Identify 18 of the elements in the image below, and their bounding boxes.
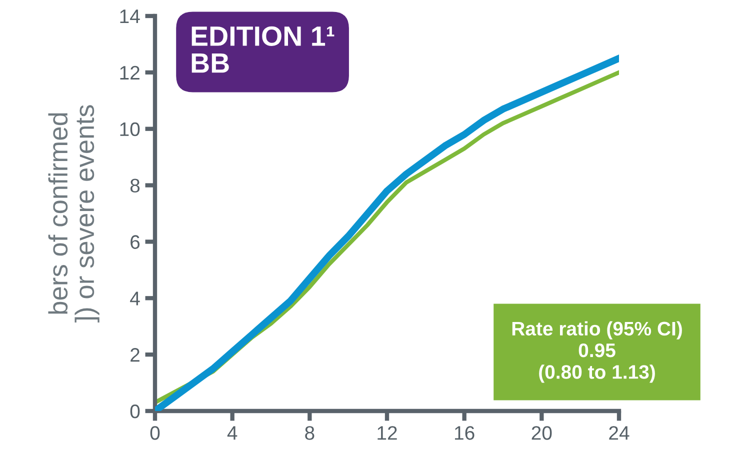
x-tick-label: 0 [150, 426, 160, 440]
x-tick-label: 16 [455, 426, 474, 440]
y-tick-label: 4 [130, 292, 140, 306]
y-tick-label: 10 [120, 122, 140, 136]
y-tick-label: 2 [130, 348, 140, 362]
x-tick-label: 20 [532, 426, 552, 440]
y-tick-label: 0 [130, 404, 140, 418]
y-axis-title: bers of confirmed ]) or severe events [48, 105, 100, 323]
annotation: Rate ratio (95% CI) 0.95 (0.80 to 1.13) [512, 321, 682, 383]
y-tick-label: 12 [120, 66, 140, 80]
x-tick-label: 12 [378, 426, 397, 440]
y-tick-label: 6 [130, 235, 140, 249]
x-tick-label: 8 [305, 426, 314, 440]
y-tick-label: 8 [130, 178, 140, 193]
annotation: EDITION 1¹ BB [192, 26, 334, 73]
y-tick-label: 14 [120, 10, 140, 24]
x-tick-label: 4 [227, 426, 238, 440]
x-tick-label: 24 [609, 426, 630, 440]
